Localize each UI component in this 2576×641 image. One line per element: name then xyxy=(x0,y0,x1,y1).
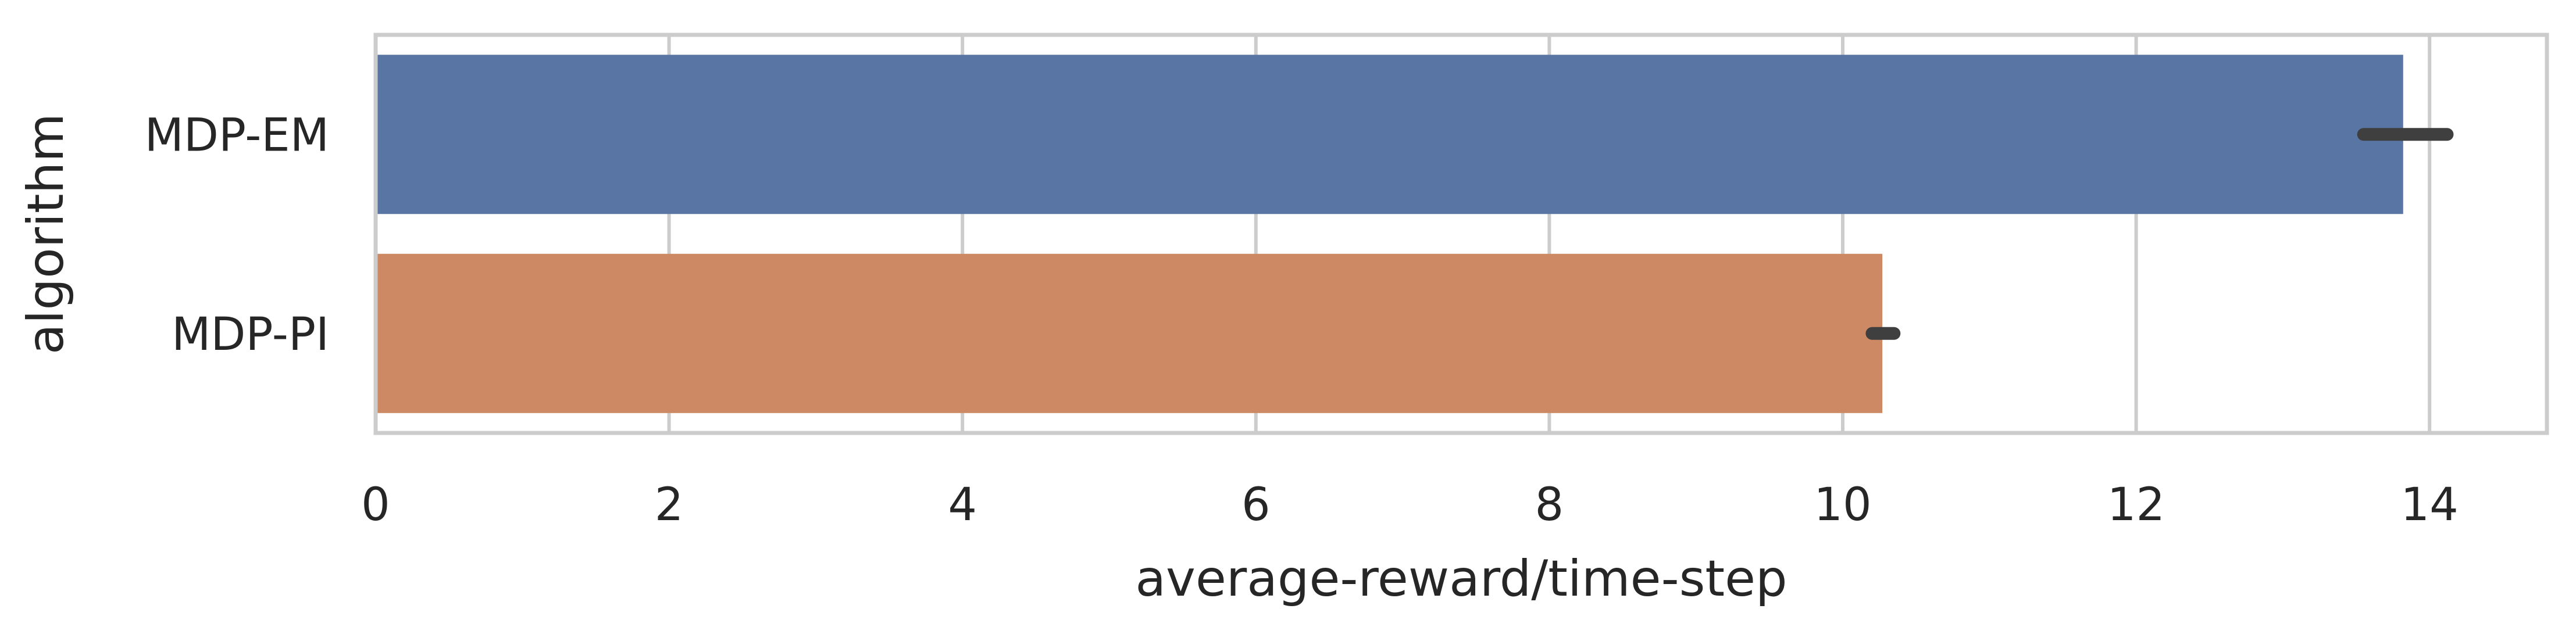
x-tick-label: 10 xyxy=(1814,479,1871,531)
x-tick-labels: 0 2 4 6 8 10 12 14 xyxy=(361,479,2459,531)
y-category-labels: MDP-EM MDP-PI xyxy=(145,109,329,361)
bar-mdp-pi xyxy=(376,253,1883,413)
y-axis-label: algorithm xyxy=(17,113,75,354)
bars xyxy=(376,55,2403,413)
x-tick-label: 4 xyxy=(948,479,977,531)
x-tick-label: 2 xyxy=(655,479,684,531)
category-label: MDP-PI xyxy=(172,309,329,361)
x-tick-label: 12 xyxy=(2107,479,2165,531)
error-bars xyxy=(1865,128,2454,340)
category-label: MDP-EM xyxy=(145,109,329,162)
x-tick-label: 6 xyxy=(1241,479,1271,531)
plot-frame xyxy=(373,33,2549,435)
bar-mdp-em xyxy=(376,55,2403,214)
x-tick-label: 14 xyxy=(2401,479,2459,531)
x-tick-label: 0 xyxy=(361,479,390,531)
x-axis-label: average-reward/time-step xyxy=(1135,550,1787,608)
x-tick-label: 8 xyxy=(1535,479,1564,531)
